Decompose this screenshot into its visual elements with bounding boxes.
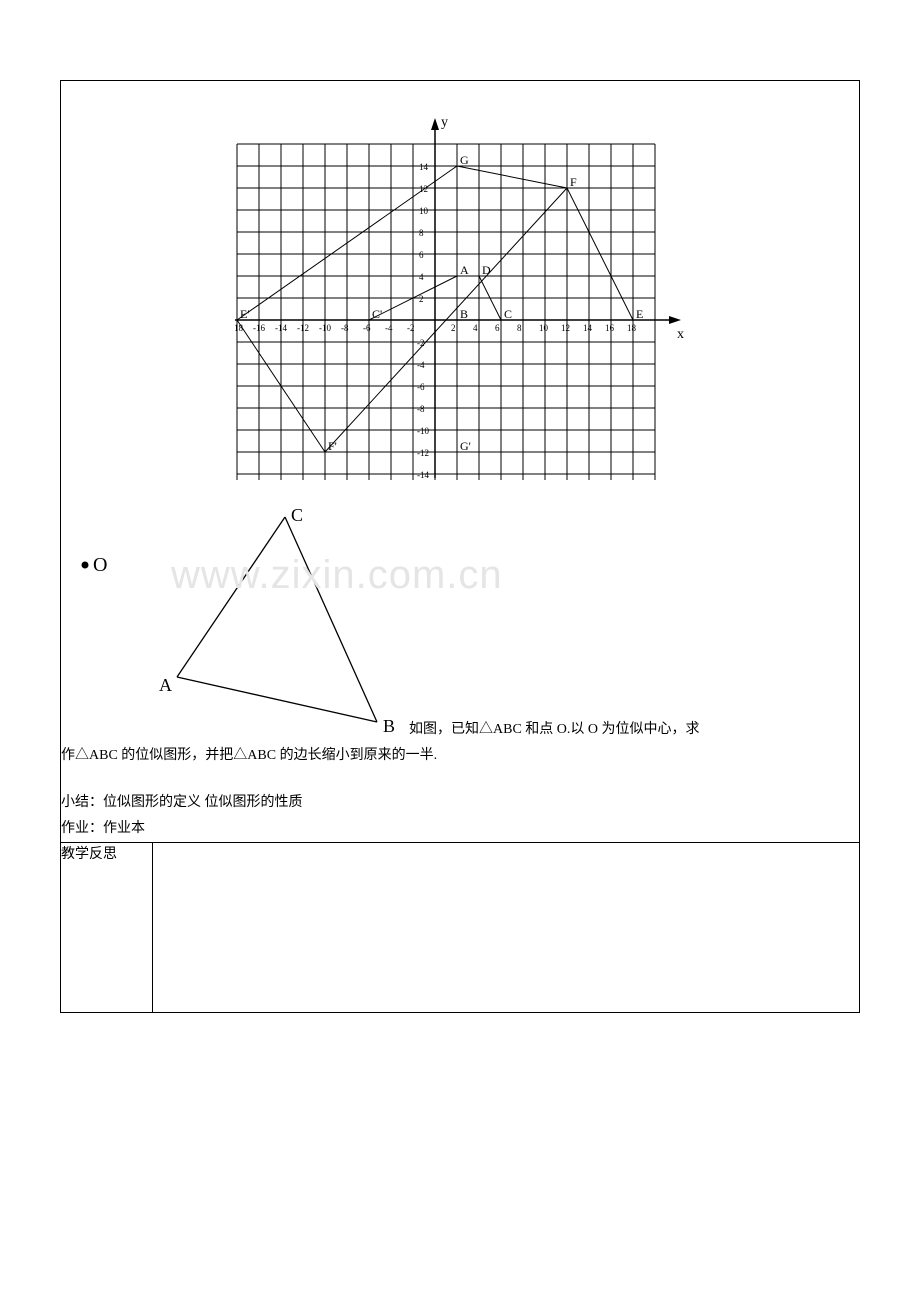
reflection-content-cell: [153, 843, 860, 1013]
svg-text:6: 6: [419, 250, 424, 260]
svg-text:B: B: [460, 307, 468, 321]
svg-text:F: F: [570, 175, 577, 189]
svg-text:2: 2: [451, 323, 456, 333]
svg-text:18: 18: [627, 323, 637, 333]
svg-text:A: A: [460, 263, 469, 277]
svg-text:6: 6: [495, 323, 500, 333]
svg-text:14: 14: [583, 323, 593, 333]
svg-text:y: y: [441, 115, 448, 130]
svg-text:-2: -2: [407, 323, 415, 333]
svg-text:-14: -14: [417, 470, 429, 480]
lesson-table: xy-18-16-14-12-10-8-6-4-2246810121416181…: [60, 80, 860, 1013]
svg-text:4: 4: [473, 323, 478, 333]
triangle-figure: O A B C: [65, 497, 405, 737]
svg-text:x: x: [677, 327, 684, 342]
svg-text:16: 16: [605, 323, 615, 333]
svg-text:-12: -12: [417, 448, 429, 458]
svg-text:E': E': [240, 307, 250, 321]
svg-text:12: 12: [561, 323, 570, 333]
svg-text:F': F': [328, 439, 337, 453]
svg-text:-8: -8: [417, 404, 425, 414]
svg-text:-2: -2: [417, 338, 425, 348]
main-content-cell: xy-18-16-14-12-10-8-6-4-2246810121416181…: [61, 81, 860, 843]
svg-text:-6: -6: [417, 382, 425, 392]
svg-text:8: 8: [419, 228, 424, 238]
svg-text:G': G': [460, 439, 471, 453]
problem-text-inline: 如图，已知△ABC 和点 O.以 O 为位似中心，求: [409, 722, 700, 737]
homework-line: 作业：作业本: [61, 816, 859, 842]
reflection-label-cell: 教学反思: [61, 843, 153, 1013]
svg-text:2: 2: [419, 294, 424, 304]
svg-text:10: 10: [539, 323, 549, 333]
svg-text:-6: -6: [363, 323, 371, 333]
svg-text:B: B: [383, 716, 395, 736]
svg-text:C: C: [291, 505, 303, 525]
svg-text:14: 14: [419, 162, 429, 172]
coordinate-grid-chart: xy-18-16-14-12-10-8-6-4-2246810121416181…: [235, 85, 685, 480]
svg-text:D: D: [482, 263, 491, 277]
svg-text:E: E: [636, 307, 643, 321]
reflection-label: 教学反思: [61, 843, 152, 863]
svg-text:G: G: [460, 153, 469, 167]
svg-text:-8: -8: [341, 323, 349, 333]
svg-text:-4: -4: [385, 323, 393, 333]
svg-text:O: O: [93, 554, 107, 576]
svg-text:-10: -10: [319, 323, 331, 333]
svg-text:-10: -10: [417, 426, 429, 436]
problem-text-line2: 作△ABC 的位似图形，并把△ABC 的边长缩小到原来的一半.: [61, 744, 859, 768]
triangle-figure-wrap: O A B C: [61, 493, 405, 742]
svg-text:-4: -4: [417, 360, 425, 370]
svg-text:10: 10: [419, 206, 429, 216]
summary-line: 小结：位似图形的定义 位似图形的性质: [61, 790, 859, 816]
svg-text:-14: -14: [275, 323, 287, 333]
svg-text:8: 8: [517, 323, 522, 333]
svg-text:4: 4: [419, 272, 424, 282]
svg-text:-12: -12: [297, 323, 309, 333]
svg-text:A: A: [159, 675, 172, 695]
grid-chart-wrap: xy-18-16-14-12-10-8-6-4-2246810121416181…: [61, 81, 859, 493]
svg-text:C': C': [372, 307, 382, 321]
svg-text:C: C: [504, 307, 512, 321]
svg-text:-16: -16: [253, 323, 265, 333]
